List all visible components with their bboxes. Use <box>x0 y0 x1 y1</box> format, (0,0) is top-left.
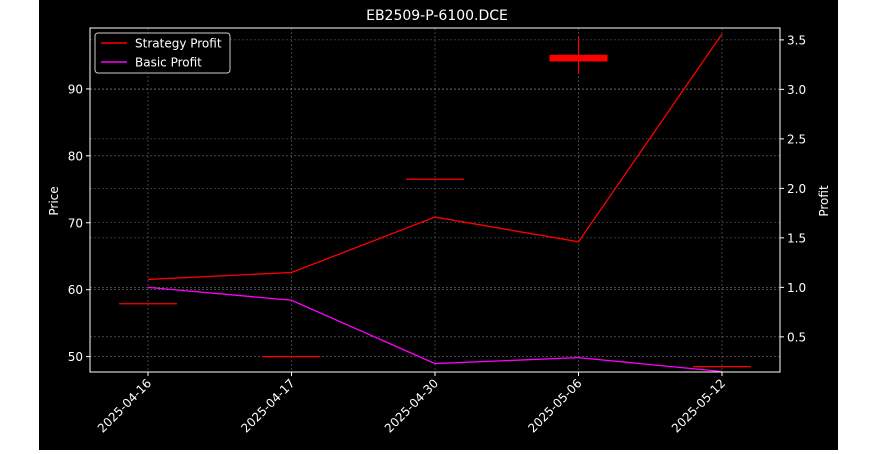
candle-body <box>549 54 608 62</box>
right-tick-label: 2.5 <box>787 132 806 146</box>
x-tick-label: 2025-04-16 <box>95 376 154 435</box>
right-axis-label: Profit <box>817 185 831 217</box>
left-axis-label: Price <box>47 186 61 215</box>
left-tick-label: 70 <box>68 216 83 230</box>
left-tick-label: 50 <box>68 350 83 364</box>
legend: Strategy Profit Basic Profit <box>94 32 231 74</box>
x-tick-label: 2025-05-12 <box>669 376 728 435</box>
chart-svg: EB2509-P-6100.DCE 50 60 70 80 90 0.5 1.0 1.5 2.… <box>47 8 831 435</box>
left-tick-label: 90 <box>68 82 83 96</box>
right-axis: 0.5 1.0 1.5 2.0 2.5 3.0 3.5 <box>780 33 806 344</box>
x-axis: 2025-04-16 2025-04-17 2025-04-30 2025-05-06… <box>95 372 728 435</box>
right-tick-label: 0.5 <box>787 330 806 344</box>
series-line-strategy-profit <box>147 33 723 281</box>
x-tick-label: 2025-04-17 <box>238 376 297 435</box>
legend-label-strategy: Strategy Profit <box>135 37 222 51</box>
legend-box <box>94 32 231 74</box>
grid-lines <box>90 28 780 372</box>
right-tick-label: 3.0 <box>787 83 806 97</box>
x-tick-label: 2025-04-30 <box>382 376 441 435</box>
left-tick-label: 60 <box>68 283 83 297</box>
series-line-basic-profit <box>147 286 723 373</box>
right-tick-label: 2.0 <box>787 182 806 196</box>
series-lines <box>147 33 723 373</box>
right-tick-label: 1.0 <box>787 281 806 295</box>
left-axis: 50 60 70 80 90 <box>68 82 90 364</box>
candles-layer <box>119 37 751 368</box>
legend-label-basic: Basic Profit <box>135 56 202 70</box>
left-tick-label: 80 <box>68 149 83 163</box>
chart-title: EB2509-P-6100.DCE <box>366 8 508 24</box>
right-tick-label: 1.5 <box>787 231 806 245</box>
chart-figure: EB2509-P-6100.DCE 50 60 70 80 90 0.5 1.0 1.5 2.… <box>39 0 838 450</box>
x-tick-label: 2025-05-06 <box>525 376 584 435</box>
right-tick-label: 3.5 <box>787 33 806 47</box>
